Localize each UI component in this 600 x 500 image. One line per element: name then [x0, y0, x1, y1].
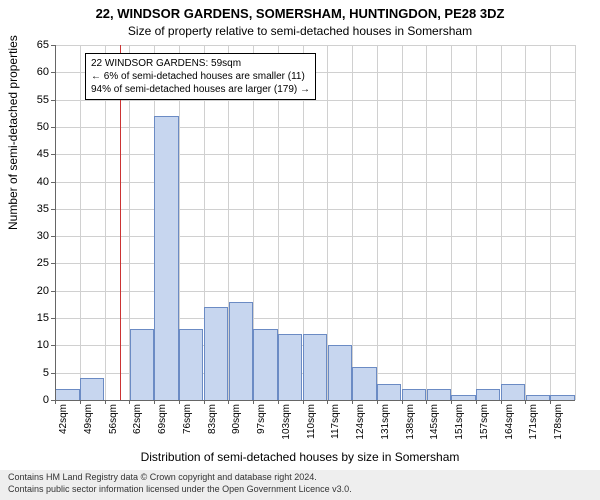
y-tick-label: 60 — [37, 66, 49, 78]
grid-line — [451, 45, 452, 400]
grid-line — [352, 45, 353, 400]
histogram-bar — [204, 307, 228, 400]
grid-line — [55, 263, 575, 264]
x-tick-label: 145sqm — [429, 404, 440, 440]
y-tick-label: 55 — [37, 94, 49, 106]
y-tick-label: 65 — [37, 39, 49, 51]
info-line-2: ← 6% of semi-detached houses are smaller… — [91, 70, 310, 83]
x-tick-label: 90sqm — [231, 404, 242, 434]
y-tick-label: 5 — [43, 367, 49, 379]
grid-line — [575, 45, 576, 400]
grid-line — [377, 45, 378, 400]
histogram-bar — [352, 367, 376, 400]
y-axis-label: Number of semi-detached properties — [6, 35, 20, 230]
grid-line — [55, 45, 575, 46]
x-tick-label: 76sqm — [182, 404, 193, 434]
x-tick-label: 117sqm — [330, 404, 341, 439]
footer: Contains HM Land Registry data © Crown c… — [0, 470, 600, 500]
histogram-bar — [80, 378, 104, 400]
x-tick-label: 131sqm — [380, 404, 391, 440]
x-axis — [55, 400, 575, 401]
chart-container: 22, WINDSOR GARDENS, SOMERSHAM, HUNTINGD… — [0, 0, 600, 500]
grid-line — [55, 154, 575, 155]
x-tick-label: 171sqm — [528, 404, 539, 440]
histogram-bar — [427, 389, 451, 400]
histogram-bar — [130, 329, 154, 400]
y-tick-label: 10 — [37, 339, 49, 351]
histogram-bar — [229, 302, 253, 400]
x-tick-label: 49sqm — [83, 404, 94, 434]
x-tick-label: 56sqm — [108, 404, 119, 434]
histogram-bar — [303, 334, 327, 400]
footer-line-1: Contains HM Land Registry data © Crown c… — [8, 472, 592, 484]
grid-line — [80, 45, 81, 400]
x-tick-label: 157sqm — [479, 404, 490, 440]
info-line-1: 22 WINDSOR GARDENS: 59sqm — [91, 57, 310, 70]
histogram-bar — [476, 389, 500, 400]
info-box: 22 WINDSOR GARDENS: 59sqm ← 6% of semi-d… — [85, 53, 316, 100]
y-tick-label: 25 — [37, 257, 49, 269]
histogram-bar — [501, 384, 525, 400]
y-tick-label: 50 — [37, 121, 49, 133]
x-tick-label: 110sqm — [306, 404, 317, 439]
y-tick-label: 20 — [37, 285, 49, 297]
footer-line-2: Contains public sector information licen… — [8, 484, 592, 496]
info-line-3: 94% of semi-detached houses are larger (… — [91, 83, 310, 96]
grid-line — [55, 127, 575, 128]
x-tick-label: 83sqm — [207, 404, 218, 434]
x-tick-label: 164sqm — [504, 404, 515, 440]
histogram-bar — [154, 116, 178, 400]
y-tick-label: 30 — [37, 230, 49, 242]
y-axis — [55, 45, 56, 400]
plot-area: 0510152025303540455055606542sqm49sqm56sq… — [55, 45, 575, 400]
grid-line — [402, 45, 403, 400]
grid-line — [55, 209, 575, 210]
grid-line — [476, 45, 477, 400]
x-tick-label: 151sqm — [454, 404, 465, 440]
grid-line — [525, 45, 526, 400]
histogram-bar — [278, 334, 302, 400]
x-tick-label: 124sqm — [355, 404, 366, 440]
x-tick-label: 42sqm — [58, 404, 69, 434]
chart-title: 22, WINDSOR GARDENS, SOMERSHAM, HUNTINGD… — [0, 6, 600, 21]
histogram-bar — [328, 345, 352, 400]
grid-line — [426, 45, 427, 400]
x-tick-label: 178sqm — [553, 404, 564, 440]
histogram-bar — [402, 389, 426, 400]
y-tick-label: 35 — [37, 203, 49, 215]
y-tick-label: 0 — [43, 394, 49, 406]
grid-line — [550, 45, 551, 400]
grid-line — [55, 236, 575, 237]
x-tick-label: 138sqm — [405, 404, 416, 440]
histogram-bar — [179, 329, 203, 400]
histogram-bar — [55, 389, 79, 400]
x-tick-label: 69sqm — [157, 404, 168, 434]
y-tick-label: 45 — [37, 148, 49, 160]
grid-line — [55, 182, 575, 183]
x-tick-label: 62sqm — [132, 404, 143, 434]
chart-subtitle: Size of property relative to semi-detach… — [0, 24, 600, 38]
y-tick-label: 15 — [37, 312, 49, 324]
grid-line — [55, 318, 575, 319]
x-axis-label: Distribution of semi-detached houses by … — [0, 450, 600, 464]
x-tick-label: 103sqm — [281, 404, 292, 440]
x-tick-label: 97sqm — [256, 404, 267, 434]
grid-line — [55, 291, 575, 292]
y-tick-label: 40 — [37, 176, 49, 188]
histogram-bar — [253, 329, 277, 400]
grid-line — [501, 45, 502, 400]
histogram-bar — [377, 384, 401, 400]
